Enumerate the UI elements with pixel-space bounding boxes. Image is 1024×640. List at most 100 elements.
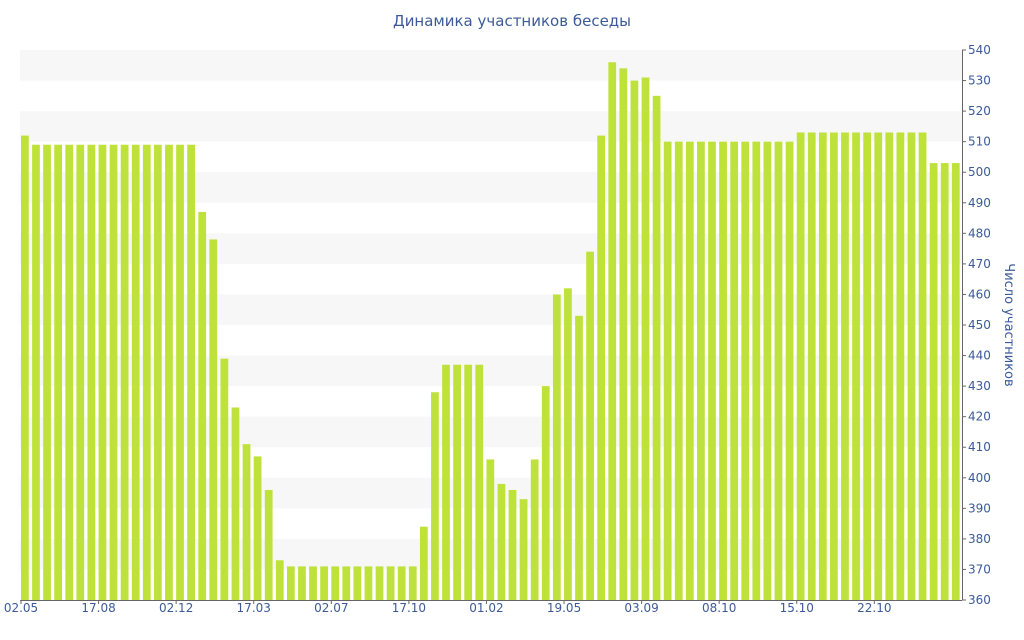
grid-band — [20, 50, 962, 81]
bar — [353, 566, 362, 600]
bar — [231, 407, 240, 600]
bar — [674, 141, 683, 600]
bar — [109, 144, 118, 600]
y-tick-label: 500 — [968, 165, 991, 179]
bar — [375, 566, 384, 600]
x-tick-label: 17.03 — [237, 601, 271, 615]
bar — [120, 144, 129, 600]
bar — [286, 566, 295, 600]
bar — [408, 566, 417, 600]
bar — [309, 566, 317, 600]
y-tick-label: 480 — [968, 226, 991, 240]
bar — [298, 566, 306, 600]
y-tick-label: 490 — [968, 196, 991, 210]
bar — [32, 144, 40, 600]
bar — [453, 364, 461, 600]
bar — [940, 163, 949, 601]
bar — [320, 566, 328, 600]
bar — [863, 132, 872, 600]
bar — [21, 135, 29, 601]
bar — [874, 132, 883, 600]
y-tick-label: 510 — [968, 135, 991, 149]
y-tick-label: 520 — [968, 104, 991, 118]
x-tick-label: 02.05 — [4, 601, 38, 615]
bars-group — [21, 62, 960, 601]
bar — [209, 239, 218, 600]
bar — [564, 288, 572, 600]
bar — [176, 144, 184, 600]
bar — [87, 144, 96, 600]
bar — [519, 499, 528, 600]
bar — [885, 132, 894, 600]
bar — [253, 456, 262, 600]
bar — [818, 132, 827, 600]
bar — [752, 141, 761, 600]
bar — [807, 132, 816, 600]
x-tick-label: 01.02 — [469, 601, 503, 615]
y-tick-label: 420 — [968, 410, 991, 424]
y-tick-label: 470 — [968, 257, 991, 271]
bar — [785, 141, 794, 600]
bar — [929, 163, 938, 601]
bar — [907, 132, 916, 600]
chart-title: Динамика участников беседы — [392, 12, 632, 30]
x-tick-label: 22.10 — [857, 601, 891, 615]
y-tick-label: 430 — [968, 379, 991, 393]
bar — [830, 132, 838, 600]
x-tick-label: 19.05 — [547, 601, 581, 615]
y-tick-label: 390 — [968, 501, 991, 515]
bar — [442, 364, 450, 600]
bar — [54, 144, 63, 600]
y-tick-label: 460 — [968, 287, 991, 301]
bar — [541, 386, 550, 600]
y-tick-label: 400 — [968, 471, 991, 485]
bar — [530, 459, 539, 600]
bar — [663, 141, 672, 600]
bar — [65, 144, 74, 600]
bar — [608, 62, 617, 600]
y-tick-label: 540 — [968, 43, 991, 57]
bar — [131, 144, 140, 600]
bar — [475, 364, 484, 600]
bar — [264, 490, 273, 600]
y-tick-label: 530 — [968, 74, 991, 88]
bar — [641, 77, 650, 600]
x-tick-label: 15.10 — [780, 601, 814, 615]
y-tick-label: 380 — [968, 532, 991, 546]
bar — [342, 566, 351, 600]
bar — [397, 566, 406, 600]
bar — [508, 490, 517, 600]
x-tick-label: 17.08 — [81, 601, 115, 615]
bar — [796, 132, 805, 600]
bar — [741, 141, 750, 600]
bar — [165, 144, 173, 600]
y-tick-label: 450 — [968, 318, 991, 332]
bar — [763, 141, 772, 600]
bar — [275, 560, 284, 600]
bar — [918, 132, 927, 600]
x-tick-label: 17.10 — [392, 601, 426, 615]
bar — [719, 141, 727, 600]
bar — [364, 566, 373, 600]
bar — [76, 144, 85, 600]
y-tick-label: 440 — [968, 349, 991, 363]
y-axis-label: Число участников — [1001, 263, 1016, 386]
bar — [852, 132, 860, 600]
bar — [242, 444, 251, 600]
bar — [552, 294, 561, 600]
bar — [419, 526, 428, 600]
bar — [685, 141, 694, 600]
bar — [497, 483, 506, 600]
axes-group — [20, 49, 966, 604]
y-tick-label: 360 — [968, 593, 991, 607]
bar — [187, 144, 195, 600]
bar — [586, 251, 594, 600]
bar — [597, 135, 606, 601]
bar — [730, 141, 739, 600]
grid-band — [20, 111, 962, 142]
bar — [486, 459, 495, 600]
y-tick-label: 370 — [968, 562, 991, 576]
bar — [951, 163, 960, 601]
